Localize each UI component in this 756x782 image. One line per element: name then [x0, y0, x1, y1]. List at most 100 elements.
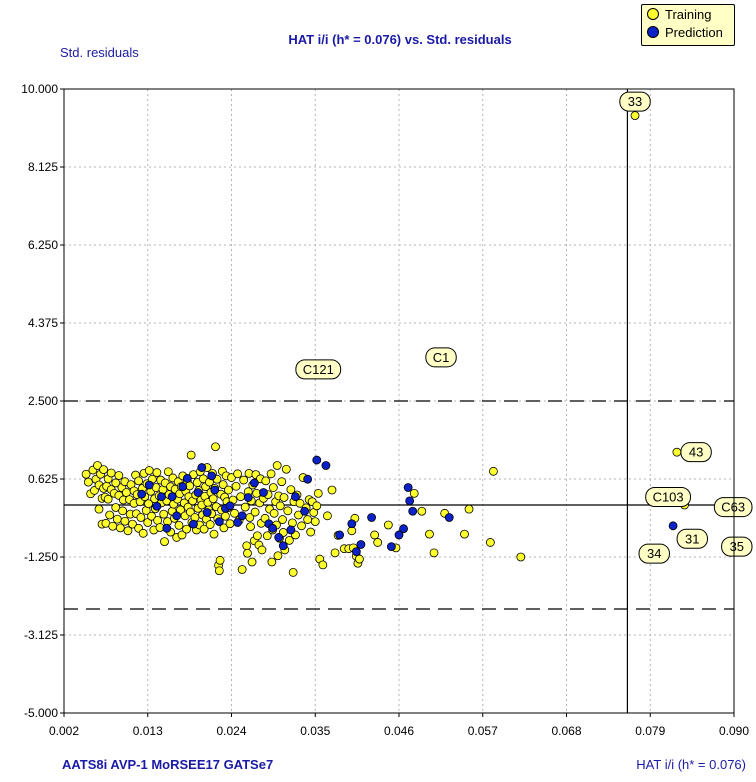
point-label-bubble — [645, 487, 692, 507]
prediction-point — [291, 492, 300, 502]
training-point — [272, 461, 282, 470]
prediction-point — [268, 523, 278, 533]
training-point — [383, 520, 393, 530]
y-tick-label: 10.000 — [21, 82, 58, 96]
point-label-bubble — [680, 442, 712, 463]
training-point — [144, 499, 153, 509]
legend: Training Prediction — [641, 4, 735, 46]
legend-item-prediction: Prediction — [642, 23, 734, 41]
training-point — [485, 538, 495, 547]
point-label-bubble — [721, 536, 753, 557]
training-point — [252, 531, 262, 541]
point-label-text: 31 — [685, 531, 699, 546]
prediction-point — [300, 506, 309, 516]
training-point — [269, 508, 279, 518]
training-point — [330, 548, 340, 558]
training-point — [464, 504, 474, 514]
prediction-point — [144, 480, 154, 490]
data-points — [81, 111, 734, 577]
training-point — [160, 537, 169, 547]
training-point — [288, 518, 297, 528]
training-point — [310, 517, 320, 527]
point-label-text: C63 — [721, 500, 745, 515]
training-point — [215, 555, 225, 565]
prediction-point — [152, 501, 162, 511]
point-label-text: 43 — [689, 445, 703, 460]
training-point — [136, 513, 146, 522]
training-point — [429, 548, 439, 558]
prediction-point — [237, 511, 247, 521]
point-label-bubble — [638, 543, 670, 564]
prediction-point — [399, 524, 408, 534]
point-label-text: 33 — [628, 94, 642, 109]
x-tick-label: 0.068 — [551, 724, 581, 738]
prediction-point — [668, 521, 678, 531]
training-point — [219, 523, 229, 533]
prediction-point — [162, 523, 172, 533]
training-point — [214, 566, 224, 576]
x-axis-label: HAT i/i (h* = 0.076) — [636, 757, 746, 772]
point-label-bubble — [713, 497, 753, 518]
training-point — [115, 523, 125, 533]
training-point — [224, 485, 233, 495]
training-point — [182, 524, 191, 534]
training-point — [247, 557, 257, 567]
prediction-point — [405, 496, 415, 506]
point-label-text: C121 — [303, 362, 334, 377]
prediction-point — [356, 540, 366, 549]
training-point — [313, 488, 323, 498]
training-point — [242, 541, 252, 551]
training-point — [108, 521, 118, 531]
training-point — [211, 442, 220, 452]
prediction-point — [303, 474, 313, 484]
training-point — [306, 527, 316, 537]
prediction-point — [394, 530, 404, 540]
training-point — [118, 506, 128, 516]
training-point — [144, 466, 154, 475]
y-tick-label: -3.125 — [24, 628, 58, 642]
training-point — [225, 519, 235, 529]
prediction-point — [172, 511, 182, 521]
prediction-point — [408, 506, 418, 516]
training-point — [273, 551, 283, 561]
axis-ticks: 0.002 0.013 0.024 0.035 0.046 0.057 0.068 0.079… — [21, 82, 749, 738]
training-point — [267, 557, 277, 567]
y-tick-label: 2.500 — [28, 394, 58, 408]
training-point — [243, 548, 252, 558]
point-label-bubble — [619, 91, 651, 112]
point-label-text: C103 — [653, 490, 684, 505]
plot-frame — [63, 88, 735, 714]
prediction-marker-icon — [647, 26, 659, 38]
training-point — [303, 515, 313, 524]
y-tick-label: -5.000 — [24, 706, 58, 720]
prediction-point — [202, 508, 212, 517]
training-point — [83, 477, 93, 487]
training-point — [105, 510, 115, 520]
prediction-point — [243, 493, 253, 502]
training-marker-icon — [647, 8, 659, 20]
training-point — [152, 468, 162, 477]
prediction-point — [321, 461, 331, 470]
training-point — [208, 494, 218, 504]
prediction-point — [259, 488, 268, 497]
training-point — [257, 545, 267, 555]
legend-item-training: Training — [642, 5, 734, 23]
prediction-point — [167, 492, 177, 502]
training-point — [93, 461, 102, 470]
training-point — [630, 111, 640, 121]
training-point — [373, 538, 383, 547]
training-point — [297, 521, 306, 531]
training-point — [288, 567, 298, 577]
x-tick-label: 0.057 — [468, 724, 498, 738]
prediction-point — [157, 492, 166, 502]
prediction-point — [249, 478, 259, 488]
training-point — [250, 507, 260, 517]
training-point — [261, 476, 271, 486]
x-tick-label: 0.046 — [384, 724, 414, 738]
training-point — [231, 481, 241, 491]
prediction-point — [386, 542, 396, 551]
training-point — [323, 511, 332, 521]
training-point — [409, 488, 419, 498]
y-axis-label: Std. residuals — [60, 45, 139, 60]
